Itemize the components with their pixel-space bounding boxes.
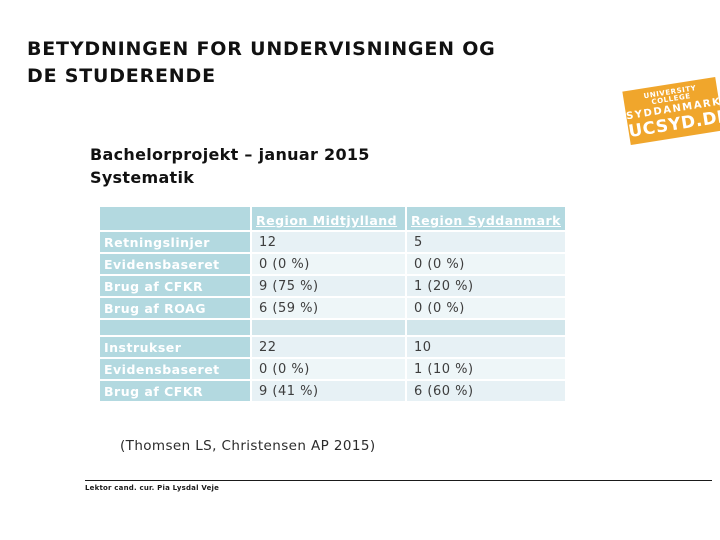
subtitle-line1: Bachelorprojekt – januar 2015 bbox=[90, 145, 370, 164]
row-label: Retningslinjer bbox=[100, 232, 250, 252]
slide-title-line1: BETYDNINGEN FOR UNDERVISNINGEN OG bbox=[27, 38, 496, 60]
row-label bbox=[100, 320, 250, 335]
cell-syddanmark: 1 (20 %) bbox=[407, 276, 565, 296]
citation: (Thomsen LS, Christensen AP 2015) bbox=[120, 438, 376, 454]
slide-title: BETYDNINGEN FOR UNDERVISNINGEN OG DE STU… bbox=[27, 36, 496, 90]
row-label: Evidensbaseret bbox=[100, 359, 250, 379]
table-row-evidensbaseret-1: Evidensbaseret 0 (0 %) 0 (0 %) bbox=[100, 254, 565, 274]
cell-midtjylland: 9 (75 %) bbox=[252, 276, 405, 296]
table-row-brug-af-cfkr-2: Brug af CFKR 9 (41 %) 6 (60 %) bbox=[100, 381, 565, 401]
cell-syddanmark: 0 (0 %) bbox=[407, 254, 565, 274]
table-row-evidensbaseret-2: Evidensbaseret 0 (0 %) 1 (10 %) bbox=[100, 359, 565, 379]
cell-midtjylland bbox=[252, 320, 405, 335]
cell-syddanmark: 0 (0 %) bbox=[407, 298, 565, 318]
cell-syddanmark bbox=[407, 320, 565, 335]
table-row-brug-af-roag: Brug af ROAG 6 (59 %) 0 (0 %) bbox=[100, 298, 565, 318]
cell-midtjylland: 9 (41 %) bbox=[252, 381, 405, 401]
cell-midtjylland: 22 bbox=[252, 337, 405, 357]
table-header-row: Region Midtjylland Region Syddanmark bbox=[100, 207, 565, 230]
cell-syddanmark: 10 bbox=[407, 337, 565, 357]
footer-divider bbox=[85, 480, 712, 481]
table-row-instrukser: Instrukser 22 10 bbox=[100, 337, 565, 357]
subtitle-line2: Systematik bbox=[90, 168, 195, 187]
cell-syddanmark: 5 bbox=[407, 232, 565, 252]
cell-midtjylland: 0 (0 %) bbox=[252, 254, 405, 274]
slide-title-line2: DE STUDERENDE bbox=[27, 65, 216, 87]
footer-author: Lektor cand. cur. Pia Lysdal Veje bbox=[85, 484, 220, 492]
ucsyd-logo: UNIVERSITY COLLEGE SYDDANMARK UCSYD.DK bbox=[622, 76, 720, 146]
cell-midtjylland: 6 (59 %) bbox=[252, 298, 405, 318]
row-label: Brug af ROAG bbox=[100, 298, 250, 318]
row-label: Brug af CFKR bbox=[100, 381, 250, 401]
row-label: Instrukser bbox=[100, 337, 250, 357]
table-row-retningslinjer: Retningslinjer 12 5 bbox=[100, 232, 565, 252]
cell-midtjylland: 12 bbox=[252, 232, 405, 252]
row-label: Evidensbaseret bbox=[100, 254, 250, 274]
slide-subtitle: Bachelorprojekt – januar 2015 Systematik bbox=[90, 143, 370, 189]
cell-syddanmark: 6 (60 %) bbox=[407, 381, 565, 401]
table-row-brug-af-cfkr-1: Brug af CFKR 9 (75 %) 1 (20 %) bbox=[100, 276, 565, 296]
row-label: Brug af CFKR bbox=[100, 276, 250, 296]
table-spacer-row bbox=[100, 320, 565, 335]
table-header-region-midtjylland: Region Midtjylland bbox=[252, 207, 405, 230]
cell-syddanmark: 1 (10 %) bbox=[407, 359, 565, 379]
table-header-blank bbox=[100, 207, 250, 230]
table-header-region-syddanmark: Region Syddanmark bbox=[407, 207, 565, 230]
cell-midtjylland: 0 (0 %) bbox=[252, 359, 405, 379]
results-table: Region Midtjylland Region Syddanmark Ret… bbox=[98, 205, 567, 403]
